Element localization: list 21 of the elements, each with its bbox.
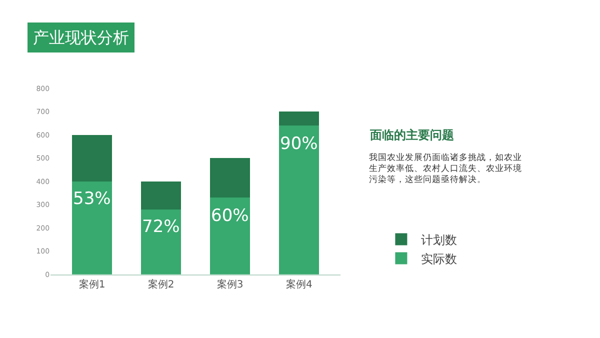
annotation: 53% xyxy=(73,189,111,209)
annotation: 90% xyxy=(280,134,318,154)
annotation: 60% xyxy=(211,206,249,226)
bar xyxy=(72,181,112,274)
legend-label: 计划数 xyxy=(421,232,458,247)
text: 我国农业发展仍面临诸多挑战，如农业生产效率低、农村人口流失、农业环境污染等，这些问题亟待解决。 xyxy=(369,152,522,186)
x-tick-label: 案例4 xyxy=(286,278,312,290)
bar xyxy=(72,134,112,182)
bar xyxy=(141,209,182,274)
legend-label: 实际数 xyxy=(421,252,458,266)
x-tick-label: 案例1 xyxy=(78,278,106,290)
bar xyxy=(210,198,250,274)
annotation: 72% xyxy=(142,217,180,237)
bar xyxy=(210,158,250,198)
x-tick-label: 案例2 xyxy=(148,278,174,290)
bar xyxy=(279,126,320,274)
bar xyxy=(279,112,320,126)
x-tick-label: 案例3 xyxy=(216,278,244,290)
text: 面临的主要问题 xyxy=(369,128,454,142)
chart-title: 产业现状分析 xyxy=(33,28,129,47)
bar xyxy=(141,181,182,210)
